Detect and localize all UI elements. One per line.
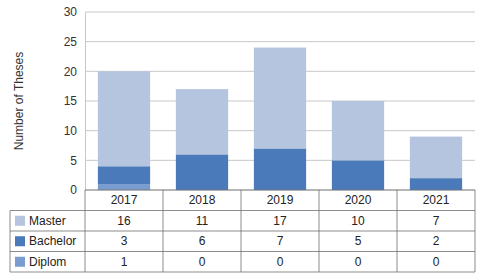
legend-label: Diplom [29, 255, 66, 269]
table-rule [397, 190, 398, 272]
bar [176, 154, 228, 190]
bar [410, 178, 462, 190]
table-value: 10 [351, 214, 365, 228]
y-tick-label: 30 [64, 5, 78, 19]
bar [332, 101, 384, 160]
bar [410, 137, 462, 179]
y-tick-label: 20 [64, 65, 78, 79]
table-value: 1 [121, 255, 128, 269]
bars [98, 48, 462, 190]
table-rule [163, 190, 164, 272]
y-tick-label: 25 [64, 35, 78, 49]
y-tick: 20 [64, 65, 85, 79]
table-value: 3 [121, 234, 128, 248]
bar [332, 160, 384, 190]
table-rule [241, 190, 242, 272]
bar [98, 71, 150, 166]
table-rule [85, 190, 86, 272]
table-rule [10, 231, 475, 232]
legend-swatch [15, 236, 25, 246]
x-tick-label: 2019 [267, 193, 294, 207]
y-tick: 15 [64, 94, 85, 108]
legend-swatch [15, 257, 25, 267]
table-value: 7 [277, 234, 284, 248]
x-tick-label: 2017 [111, 193, 138, 207]
grid [85, 12, 475, 190]
bar [254, 148, 306, 190]
bar [98, 184, 150, 190]
data-table: 20172018201920202021Master161117107Bache… [10, 190, 475, 272]
grid-line [85, 190, 475, 191]
table-rule [85, 190, 475, 191]
chart-container: 051015202530Number of Theses201720182019… [0, 0, 480, 275]
table-value: 2 [433, 234, 440, 248]
y-tick-label: 15 [64, 94, 78, 108]
table-value: 0 [355, 255, 362, 269]
table-value: 17 [273, 214, 287, 228]
x-tick-label: 2021 [423, 193, 450, 207]
table-rule [10, 251, 475, 252]
y-tick-label: 5 [70, 154, 77, 168]
y-tick: 0 [70, 183, 85, 197]
x-tick-label: 2020 [345, 193, 372, 207]
table-value: 0 [277, 255, 284, 269]
y-tick-label: 10 [64, 124, 78, 138]
grid-line [85, 41, 475, 42]
table-value: 6 [199, 234, 206, 248]
bar [176, 89, 228, 154]
chart-svg: 051015202530Number of Theses201720182019… [0, 0, 480, 275]
table-rule [319, 190, 320, 272]
table-rule [10, 211, 11, 273]
legend-label: Master [29, 214, 66, 228]
y-axis-title: Number of Theses [12, 52, 26, 151]
table-value: 0 [433, 255, 440, 269]
series-bars [98, 148, 462, 190]
table-rule [475, 190, 476, 272]
table-value: 16 [117, 214, 131, 228]
y-tick-label: 0 [70, 183, 77, 197]
y-tick: 5 [70, 154, 85, 168]
table-value: 0 [199, 255, 206, 269]
bar [254, 48, 306, 149]
y-tick: 30 [64, 5, 85, 19]
table-rule [10, 210, 475, 211]
table-value: 11 [196, 214, 209, 228]
y-axis-line [85, 13, 86, 191]
series-bars [98, 48, 462, 179]
y-tick: 10 [64, 124, 85, 138]
legend-label: Bachelor [29, 234, 76, 248]
legend-swatch [15, 216, 25, 226]
bar [98, 166, 150, 184]
table-value: 5 [355, 234, 362, 248]
series-bars [98, 184, 150, 190]
table-rule [10, 272, 475, 273]
x-tick-label: 2018 [189, 193, 216, 207]
y-tick: 25 [64, 35, 85, 49]
table-value: 7 [433, 214, 440, 228]
grid-line [85, 12, 475, 13]
y-axis: 0 5 10 15 20 25 30 [64, 5, 86, 197]
